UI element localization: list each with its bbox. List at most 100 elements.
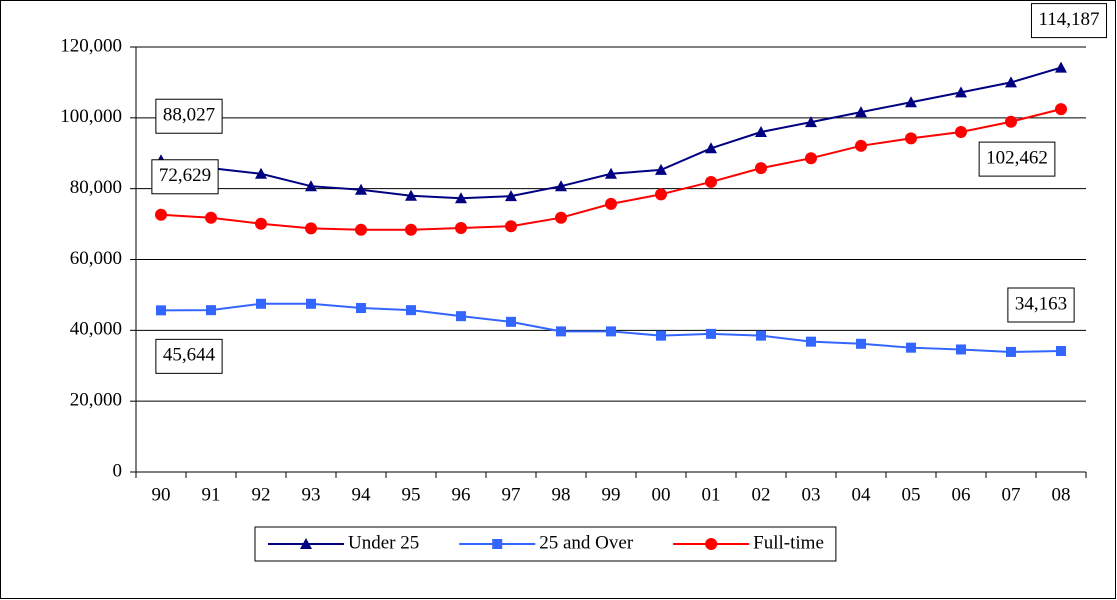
marker [305,222,317,235]
marker [156,305,166,316]
marker [455,192,467,204]
y-tick-label: 100,000 [60,106,122,127]
x-tick-label: 94 [352,484,372,505]
x-tick-label: 05 [902,484,921,505]
x-tick-label: 04 [852,484,872,505]
x-tick-label: 90 [152,484,171,505]
marker [905,132,917,145]
marker [955,86,967,98]
marker [605,197,617,210]
data-label: 88,027 [155,98,223,134]
marker [655,163,667,175]
marker [855,139,867,152]
marker [655,188,667,201]
x-tick-label: 00 [652,484,671,505]
marker [405,223,417,236]
marker [656,330,666,341]
x-tick-label: 93 [302,484,321,505]
marker [1056,346,1066,357]
data-label: 114,187 [1030,3,1108,39]
data-label: 45,644 [155,338,223,374]
marker [355,183,367,195]
x-tick-label: 03 [802,484,821,505]
marker [306,298,316,309]
data-label-box [1030,3,1108,39]
x-tick-label: 91 [202,484,221,505]
marker [705,142,717,154]
y-tick-label: 120,000 [60,35,122,56]
data-label-text: 45,644 [163,345,216,366]
data-label: 102,462 [978,141,1056,177]
data-label-box [155,98,223,134]
marker [255,167,267,179]
marker [755,162,767,175]
marker [1005,115,1017,128]
marker [456,311,466,322]
data-label-text: 88,027 [163,105,215,126]
marker [856,338,866,349]
marker [356,303,366,314]
marker [256,298,266,309]
y-tick-label: 0 [113,460,123,481]
data-label-box [151,159,219,195]
marker [300,538,312,549]
data-label: 34,163 [1007,287,1075,323]
marker [505,190,517,202]
x-tick-label: 92 [252,484,271,505]
data-label-text: 114,187 [1038,9,1099,30]
y-tick-label: 60,000 [70,248,122,269]
legend-label: 25 and Over [539,532,634,553]
marker [255,217,267,230]
data-label: 72,629 [151,159,219,195]
x-tick-label: 99 [602,484,621,505]
data-label-box [978,141,1056,177]
marker [955,126,967,138]
marker [755,126,767,137]
marker [1055,61,1067,73]
data-label-text: 34,163 [1015,293,1067,314]
marker [305,180,317,192]
marker [605,167,617,179]
legend: Under 25 25 and Over Full-time [254,526,837,562]
marker [906,342,916,353]
marker [492,539,503,549]
marker [905,96,917,108]
x-tick-label: 96 [452,484,471,505]
marker [1055,103,1067,116]
x-tick-label: 01 [702,484,721,505]
marker [455,221,467,234]
marker [505,220,517,233]
y-tick-label: 40,000 [70,319,122,340]
data-label-text: 72,629 [159,165,211,186]
x-tick-label: 02 [752,484,771,505]
marker [406,305,416,316]
marker [355,223,367,236]
marker [405,189,417,201]
legend-label: Under 25 [348,532,419,553]
marker [205,211,217,224]
marker [1005,76,1017,88]
marker [805,116,817,128]
legend-label: Full-time [753,532,824,553]
x-tick-label: 08 [1052,484,1071,505]
data-label-box [1007,287,1075,323]
marker [1006,346,1016,357]
x-tick-label: 07 [1002,484,1021,505]
marker [705,538,718,550]
marker [855,106,867,118]
x-tick-label: 95 [402,484,421,505]
marker [805,152,817,165]
data-label-box [155,338,223,374]
marker [555,180,567,192]
marker [555,211,567,224]
marker [806,336,816,347]
marker [155,208,167,221]
y-tick-label: 80,000 [70,177,122,198]
marker [556,326,566,337]
data-label-text: 102,462 [986,147,1048,168]
marker [756,330,766,341]
marker [956,344,966,355]
